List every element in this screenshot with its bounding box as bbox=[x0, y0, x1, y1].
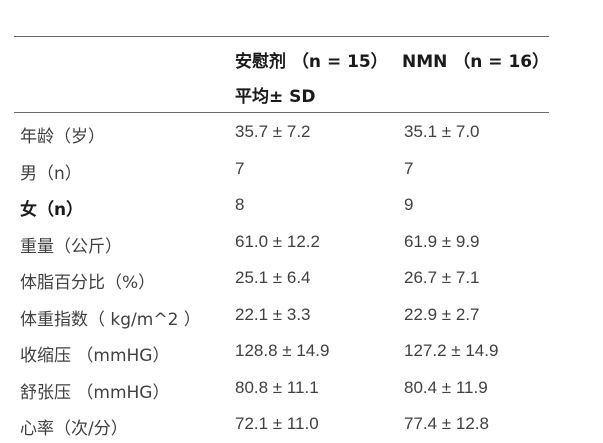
placebo-value: 35.7 ± 7.2 bbox=[235, 122, 311, 141]
row-label: 收缩压 （mmHG） bbox=[20, 346, 170, 366]
table-row: 体重指数（ kg/m^2 ） 22.1 ± 3.3 22.9 ± 2.7 bbox=[14, 296, 549, 333]
placebo-value: 22.1 ± 3.3 bbox=[235, 304, 311, 324]
table-header: 安慰剂 （n = 15） 平均± SD NMN （n = 16） bbox=[14, 37, 549, 112]
row-label: 体重指数（ kg/m^2 ） bbox=[20, 309, 201, 330]
row-label: 女（n） bbox=[20, 200, 84, 220]
row-label: 心率（次/分） bbox=[20, 419, 128, 439]
nmn-value: 80.4 ± 11.9 bbox=[404, 377, 488, 397]
row-label: 年龄（岁） bbox=[20, 127, 105, 147]
header-nmn: NMN （n = 16） bbox=[402, 52, 550, 72]
table-top-rule bbox=[14, 36, 549, 37]
table-header-rule bbox=[14, 112, 549, 113]
nmn-value: 77.4 ± 12.8 bbox=[404, 414, 489, 433]
table-row: 舒张压 （mmHG） 80.8 ± 11.1 80.4 ± 11.9 bbox=[14, 369, 549, 406]
placebo-value: 128.8 ± 14.9 bbox=[235, 341, 330, 360]
nmn-value: 22.9 ± 2.7 bbox=[404, 304, 480, 324]
nmn-value: 7 bbox=[404, 158, 414, 178]
nmn-value: 26.7 ± 7.1 bbox=[404, 268, 480, 287]
placebo-value: 80.8 ± 11.1 bbox=[235, 377, 319, 397]
placebo-value: 8 bbox=[235, 195, 245, 214]
row-label: 男（n） bbox=[20, 163, 82, 184]
placebo-value: 61.0 ± 12.2 bbox=[235, 231, 320, 251]
header-placebo: 安慰剂 （n = 15） bbox=[235, 52, 388, 72]
table-row: 女（n） 8 9 bbox=[14, 186, 549, 223]
placebo-value: 72.1 ± 11.0 bbox=[235, 414, 319, 433]
header-mean-sd: 平均± SD bbox=[235, 87, 316, 107]
placebo-value: 7 bbox=[235, 158, 245, 178]
table-row: 年龄（岁） 35.7 ± 7.2 35.1 ± 7.0 bbox=[14, 113, 549, 150]
row-label: 舒张压 （mmHG） bbox=[20, 382, 170, 403]
table-row: 收缩压 （mmHG） 128.8 ± 14.9 127.2 ± 14.9 bbox=[14, 332, 549, 369]
nmn-value: 127.2 ± 14.9 bbox=[404, 341, 499, 360]
table-row: 体脂百分比（%） 25.1 ± 6.4 26.7 ± 7.1 bbox=[14, 259, 549, 296]
placebo-value: 25.1 ± 6.4 bbox=[235, 268, 311, 287]
baseline-characteristics-table: 安慰剂 （n = 15） 平均± SD NMN （n = 16） 年龄（岁） 3… bbox=[14, 36, 549, 442]
nmn-value: 9 bbox=[404, 195, 414, 214]
table-row: 重量（公斤） 61.0 ± 12.2 61.9 ± 9.9 bbox=[14, 223, 549, 260]
nmn-value: 61.9 ± 9.9 bbox=[404, 231, 480, 251]
table-row: 心率（次/分） 72.1 ± 11.0 77.4 ± 12.8 bbox=[14, 405, 549, 442]
row-label: 体脂百分比（%） bbox=[20, 273, 156, 293]
nmn-value: 35.1 ± 7.0 bbox=[404, 122, 480, 141]
row-label: 重量（公斤） bbox=[20, 236, 122, 257]
table-row: 男（n） 7 7 bbox=[14, 150, 549, 187]
